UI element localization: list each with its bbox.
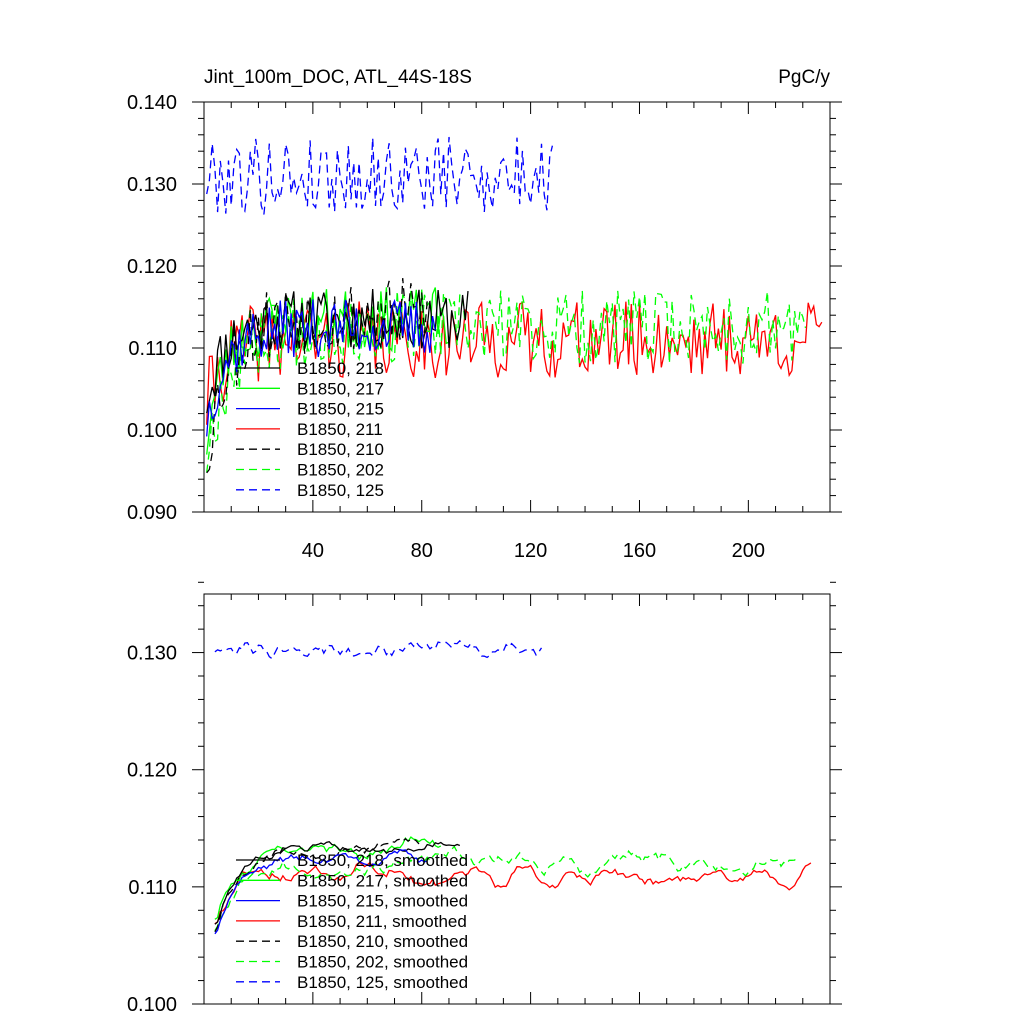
legend-label: B1850, 202, smoothed: [297, 953, 468, 972]
y-tick-label: 0.090: [127, 502, 177, 524]
plot-frame: [203, 101, 831, 513]
legend-label: B1850, 217, smoothed: [297, 871, 468, 890]
legend-label: B1850, 211: [297, 420, 383, 439]
legend-label: B1850, 218, smoothed: [297, 851, 468, 870]
legend-label: B1850, 210: [297, 440, 384, 459]
series-line: [214, 639, 543, 660]
legend-label: B1850, 202: [297, 461, 384, 480]
top-plot-area: 40 80 120 160 200 0.090 0.100 0.110 0.120 0.130 0.…: [127, 92, 842, 562]
top-panel: Jint_100m_DOC, ATL_44S-18S PgC/y 40 80 120…: [127, 67, 842, 562]
series-line: [206, 298, 436, 437]
bottom-panel: 0.100 0.110 0.120 0.130 B1850, 218, smoothed…: [127, 581, 842, 1016]
x-tick-label: 160: [623, 540, 656, 562]
y-tick-label: 0.130: [127, 174, 177, 196]
x-tick-label: 80: [411, 540, 433, 562]
legend-label: B1850, 125: [297, 481, 384, 500]
series-line: [206, 136, 554, 215]
chart-title: Jint_100m_DOC, ATL_44S-18S: [204, 67, 472, 88]
series-line: [214, 861, 812, 925]
y-tick-label: 0.120: [127, 760, 177, 782]
bottom-plot-area: 0.100 0.110 0.120 0.130 B1850, 218, smoothed…: [127, 581, 842, 1016]
x-tick-label: 120: [514, 540, 547, 562]
series-line: [214, 837, 420, 933]
legend-label: B1850, 218: [297, 359, 384, 378]
y-tick-label: 0.100: [127, 994, 177, 1016]
y-tick-label: 0.110: [128, 338, 177, 360]
x-tick-label: 200: [732, 540, 765, 562]
series-lines: [206, 136, 823, 474]
y-tick-label: 0.110: [128, 877, 177, 899]
series-line: [206, 288, 469, 414]
legend-label: B1850, 211, smoothed: [297, 912, 467, 931]
x-tick-label: 40: [302, 540, 324, 562]
series-line: [214, 840, 461, 925]
units-label: PgC/y: [778, 67, 830, 88]
series-line: [214, 836, 442, 920]
series-line: [214, 848, 428, 935]
legend-label: B1850, 210, smoothed: [297, 932, 468, 951]
y-tick-label: 0.100: [127, 420, 177, 442]
y-tick-label: 0.120: [127, 256, 177, 278]
series-lines: [214, 639, 812, 935]
plot-frame: [203, 593, 831, 1005]
legend-label: B1850, 217: [297, 379, 384, 398]
y-tick-label: 0.130: [127, 643, 177, 665]
legend-label: B1850, 215: [297, 400, 384, 419]
legend-label: B1850, 215, smoothed: [297, 892, 468, 911]
legend-label: B1850, 125, smoothed: [297, 973, 468, 992]
y-tick-label: 0.140: [127, 92, 177, 114]
